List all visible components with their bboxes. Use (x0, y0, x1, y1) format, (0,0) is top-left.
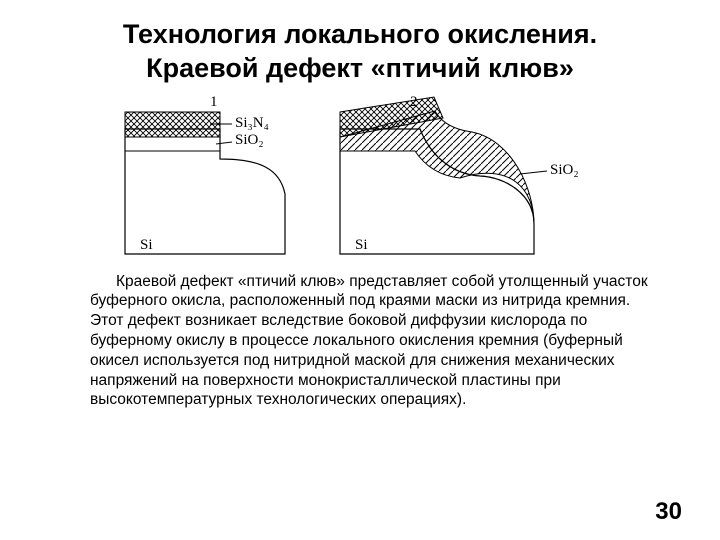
paragraph-text: Краевой дефект «птичий клюв» представляе… (90, 273, 648, 409)
page-number: 30 (655, 498, 682, 526)
paragraph: Краевой дефект «птичий клюв» представляе… (90, 272, 662, 411)
svg-text:1: 1 (210, 94, 218, 110)
svg-text:Si₃N₄: Si₃N₄ (235, 115, 269, 131)
slide-title: Технология локального окисления. Краевой… (40, 18, 680, 86)
svg-text:SiO₂: SiO₂ (550, 162, 579, 178)
svg-text:SiO₂: SiO₂ (235, 132, 264, 148)
svg-text:Si: Si (355, 237, 368, 253)
locos-diagram: 1SiSi₃N₄SiO₂2SiSiO₂ (110, 94, 610, 264)
svg-text:Si: Si (140, 237, 153, 253)
svg-text:2: 2 (410, 94, 418, 110)
title-line-1: Технология локального окисления. (123, 19, 597, 49)
title-line-2: Краевой дефект «птичий клюв» (146, 53, 574, 83)
slide: Технология локального окисления. Краевой… (0, 0, 720, 540)
